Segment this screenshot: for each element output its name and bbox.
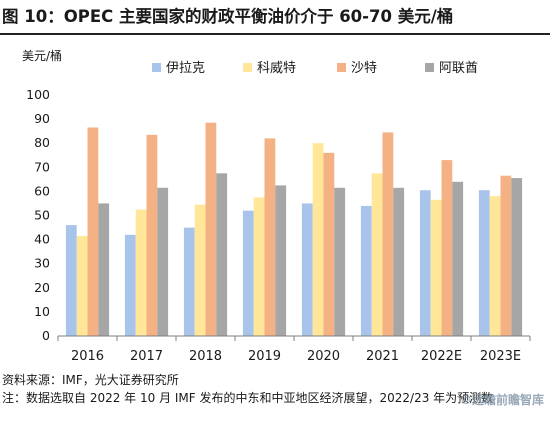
y-axis-label: 美元/桶: [22, 48, 62, 63]
source-note: 资料来源：IMF，光大证券研究所: [2, 373, 179, 387]
bar-chart: 美元/桶 0 10 20 30 40 50 60 70 80 90 100 2016 2017 2018 20…: [22, 48, 531, 364]
bar: [452, 181, 464, 336]
watermark: ©远瞻前瞻智库: [459, 393, 544, 407]
bar: [194, 204, 206, 336]
bar: [205, 122, 217, 336]
bar: [334, 187, 346, 336]
bar: [430, 199, 442, 336]
bar: [242, 210, 254, 336]
bar: [216, 173, 228, 336]
y-tick-label: 40: [34, 232, 50, 247]
bar: [478, 190, 490, 336]
y-tick-label: 70: [34, 159, 50, 174]
y-tick-label: 80: [34, 135, 50, 150]
x-tick-label: 2022E: [421, 349, 462, 364]
footnote: 注：数据选取自 2022 年 10 月 IMF 发布的中东和中亚地区经济展望，2…: [2, 391, 494, 405]
bar: [441, 160, 453, 336]
x-tick-label: 2020: [307, 349, 340, 364]
y-tick-label: 50: [34, 208, 50, 223]
bar: [360, 205, 372, 336]
y-tick-label: 30: [34, 256, 50, 271]
legend-label: 科威特: [257, 61, 296, 76]
bar: [511, 178, 523, 336]
y-tick-label: 60: [34, 183, 50, 198]
bar: [275, 185, 287, 336]
x-tick-label: 2018: [189, 349, 222, 364]
bar: [264, 138, 276, 336]
bar: [183, 227, 195, 336]
x-tick-label: 2019: [248, 349, 281, 364]
bar: [323, 152, 335, 336]
title-divider: [0, 33, 550, 35]
bar: [371, 173, 383, 336]
bar: [489, 196, 501, 336]
bar: [312, 143, 324, 336]
y-tick-label: 10: [34, 304, 50, 319]
legend-label: 伊拉克: [166, 61, 205, 76]
legend-swatch: [425, 63, 434, 72]
bar: [98, 203, 110, 336]
x-tick-label: 2021: [366, 349, 399, 364]
bar: [76, 236, 88, 336]
x-tick-label: 2023E: [480, 349, 521, 364]
y-tick-label: 100: [26, 87, 50, 102]
y-tick-label: 90: [34, 111, 50, 126]
bar: [393, 187, 405, 336]
bar: [382, 132, 394, 336]
bar: [157, 187, 169, 336]
bar: [124, 234, 136, 336]
legend-label: 阿联酋: [439, 60, 478, 76]
figure-title: 图 10：OPEC 主要国家的财政平衡油价介于 60-70 美元/桶: [2, 7, 454, 26]
bar: [65, 225, 77, 336]
y-tick-label: 20: [34, 280, 50, 295]
bar: [135, 209, 147, 336]
bar: [301, 203, 313, 336]
x-tick-label: 2016: [71, 349, 104, 364]
y-tick-label: 0: [42, 328, 50, 343]
legend-swatch: [243, 63, 252, 72]
legend-swatch: [152, 63, 161, 72]
legend-label: 沙特: [351, 61, 377, 76]
bar: [500, 175, 512, 336]
bar: [146, 134, 158, 336]
bar: [253, 197, 265, 336]
bar: [87, 127, 99, 336]
bar: [419, 190, 431, 336]
x-tick-label: 2017: [130, 349, 163, 364]
legend-swatch: [337, 63, 346, 72]
